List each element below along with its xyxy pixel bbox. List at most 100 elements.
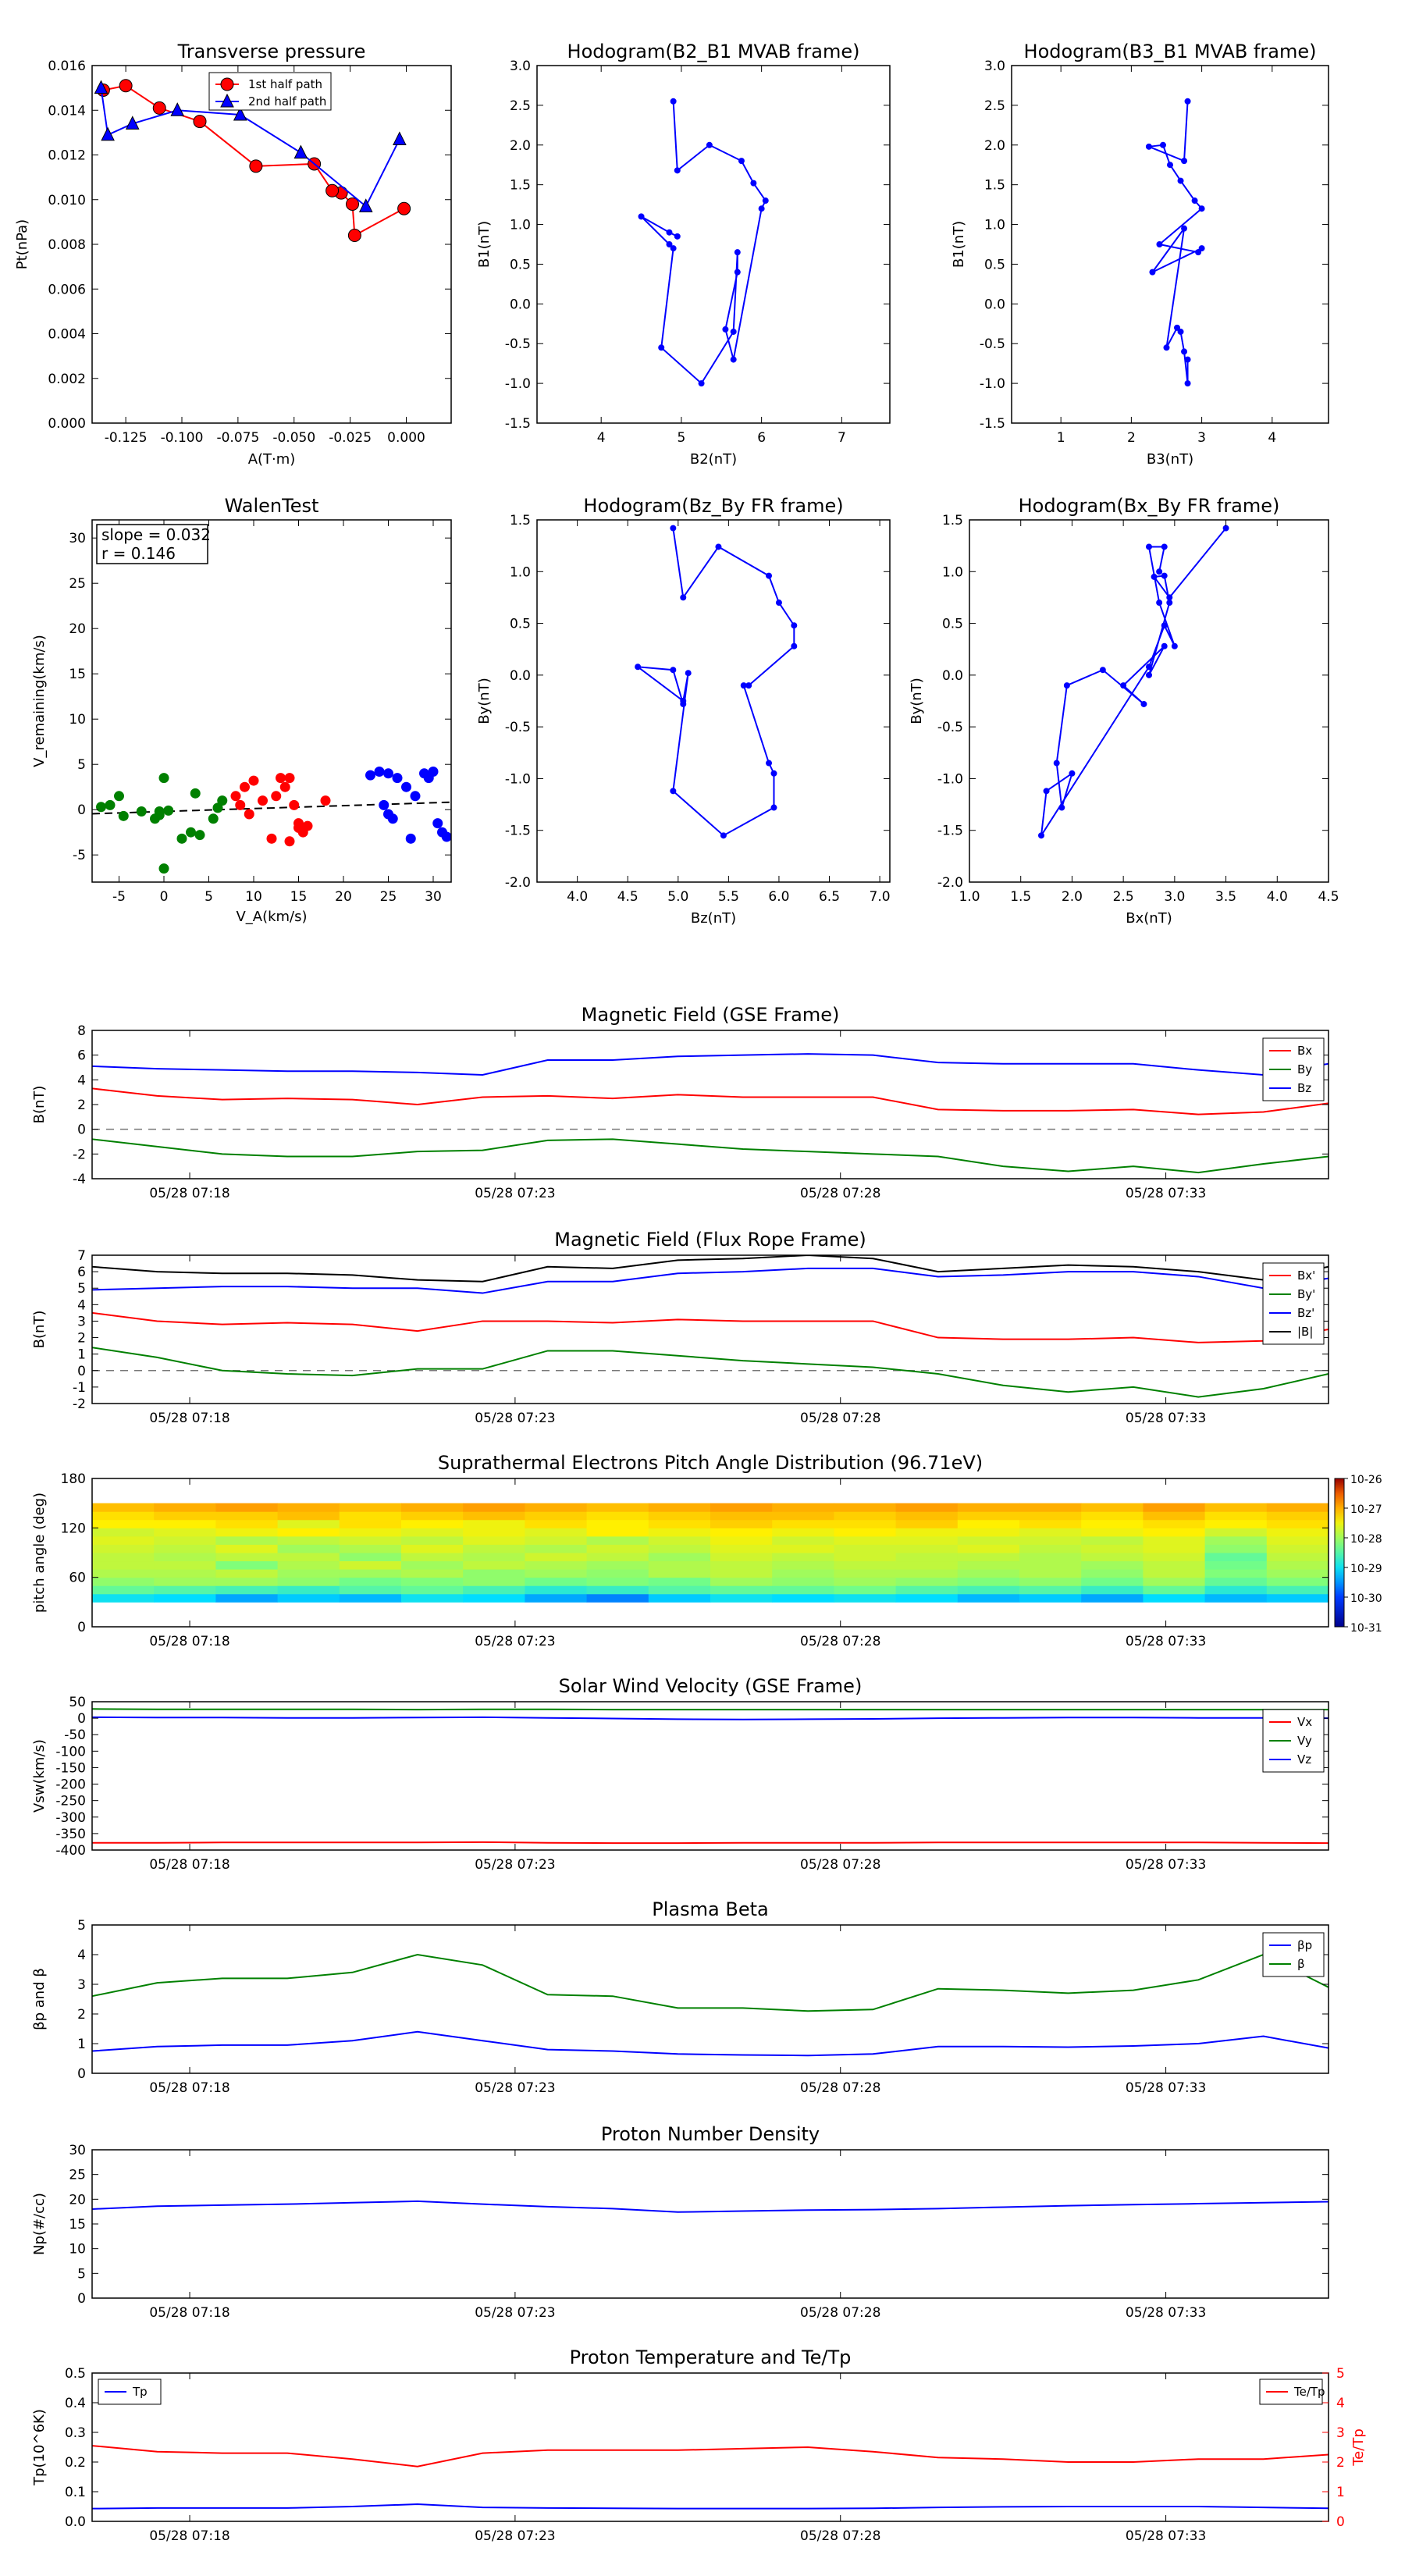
y-tick-label: -1.5: [937, 824, 963, 839]
colorbar-tick-label: 10-27: [1350, 1503, 1382, 1516]
heatmap-cell: [92, 1528, 155, 1537]
heatmap-cell: [339, 1569, 402, 1578]
heatmap-cell: [92, 1519, 155, 1528]
data-point: [674, 167, 681, 174]
heatmap-cell: [1266, 1528, 1329, 1537]
heatmap-cell: [463, 1560, 525, 1570]
y-tick-label: 1.5: [510, 513, 531, 528]
y-tick-label: -2.0: [505, 875, 531, 891]
y-tick-label: 15: [69, 2217, 86, 2233]
data-point: [405, 833, 416, 844]
heatmap-cell: [92, 1569, 155, 1578]
plot-frame: [91, 519, 452, 883]
x-tick-label: -0.050: [272, 430, 315, 446]
time-tick-label: 05/28 07:18: [149, 1411, 229, 1426]
y-tick-label: 10: [69, 712, 86, 728]
y-tick-label: -250: [55, 1794, 86, 1809]
y-tick-label: 5: [77, 1281, 86, 1297]
heatmap-cell: [1204, 1511, 1268, 1521]
heatmap-cell: [154, 1569, 216, 1578]
data-point: [249, 159, 263, 173]
data-point: [670, 525, 677, 532]
data-point: [1198, 205, 1205, 212]
y-tick-label: 30: [69, 531, 86, 546]
heatmap-cell: [895, 1535, 959, 1545]
y-axis-label: B(nT): [31, 1086, 48, 1124]
series-line-β: [92, 1953, 1329, 2012]
heatmap-cell: [834, 1511, 897, 1521]
heatmap-cell: [154, 1560, 216, 1570]
x-tick-label: 1: [1057, 430, 1065, 446]
heatmap-cell: [1143, 1560, 1206, 1570]
colorbar: 10-26 10-27 10-28 10-29 10-30 10-31: [1334, 1474, 1382, 1635]
heatmap-cell: [1081, 1503, 1144, 1512]
heatmap-cell: [401, 1503, 464, 1512]
y-tick-label: -1.0: [937, 771, 963, 787]
y-tick-label: 0: [77, 1123, 86, 1138]
heatmap-cell: [648, 1535, 711, 1545]
heatmap-cell: [648, 1503, 711, 1512]
data-point: [125, 116, 140, 130]
y-tick-label: 0: [77, 802, 86, 818]
y-tick-label: 2.0: [984, 138, 1005, 154]
data-point: [284, 773, 295, 784]
heatmap-cell: [339, 1577, 402, 1586]
data-point: [1181, 348, 1188, 355]
data-point: [680, 700, 687, 707]
data-point: [136, 806, 147, 817]
y-tick-label: -0.5: [980, 336, 1005, 352]
x-tick-label: 10: [245, 889, 262, 905]
heatmap-cell: [1019, 1577, 1082, 1586]
heatmap-cell: [586, 1544, 649, 1553]
heatmap-cell: [92, 1593, 155, 1603]
data-point: [152, 101, 166, 115]
heatmap-cell: [525, 1553, 588, 1562]
y-axis-label: B1(nT): [951, 221, 967, 268]
legend-label: |B|: [1297, 1325, 1313, 1339]
plot-frame: [969, 519, 1329, 883]
heatmap-cell: [772, 1577, 834, 1586]
data-point: [635, 664, 642, 671]
heatmap-cell: [1266, 1553, 1329, 1562]
time-tick-label: 05/28 07:23: [475, 1411, 555, 1426]
y-tick-label: -300: [55, 1810, 86, 1826]
data-point: [94, 80, 108, 94]
heatmap-cell: [463, 1585, 525, 1595]
heatmap-cell: [215, 1593, 279, 1603]
chart-sw_velocity: 05/28 07:18 05/28 07:23 05/28 07:28 05/28 0…: [31, 1675, 1329, 1873]
x-tick-label: 6.5: [819, 889, 840, 905]
y-tick-label: -1.5: [505, 416, 531, 432]
heatmap-cell: [1019, 1593, 1082, 1603]
heatmap-cell: [1143, 1511, 1206, 1521]
data-point: [1069, 770, 1076, 777]
heatmap-cell: [215, 1569, 279, 1578]
y-tick-label: 0: [77, 1711, 86, 1727]
time-tick-label: 05/28 07:23: [475, 2080, 555, 2096]
plot-area: [635, 525, 798, 839]
x-tick-label: 3: [1197, 430, 1206, 446]
y-tick-label: 2: [77, 2007, 86, 2023]
y-tick-label: 0.012: [48, 148, 86, 164]
time-tick-label: 05/28 07:23: [475, 1634, 555, 1649]
data-point: [220, 93, 234, 108]
heatmap-cell: [895, 1577, 959, 1586]
y-tick-label: 25: [69, 576, 86, 592]
heatmap-cell: [648, 1519, 711, 1528]
y-tick-label: 4: [77, 1073, 86, 1088]
time-tick-label: 05/28 07:18: [149, 1857, 229, 1873]
y-axis-label: Pt(nPa): [14, 219, 30, 269]
plot-frame: [91, 2149, 1329, 2299]
y-tick-label: 1.0: [984, 218, 1005, 233]
plot-frame: [536, 65, 891, 424]
heatmap-cell: [1143, 1593, 1206, 1603]
heatmap-cell: [1266, 1560, 1329, 1570]
y-tick-label: 0.010: [48, 193, 86, 208]
heatmap-cell: [401, 1528, 464, 1537]
data-point: [217, 795, 228, 806]
heatmap-cell: [401, 1535, 464, 1545]
heatmap-cell: [648, 1544, 711, 1553]
heatmap-cell: [277, 1503, 340, 1512]
heatmap-cell: [834, 1569, 897, 1578]
legend-label: Vx: [1297, 1715, 1312, 1729]
data-point: [666, 241, 673, 247]
